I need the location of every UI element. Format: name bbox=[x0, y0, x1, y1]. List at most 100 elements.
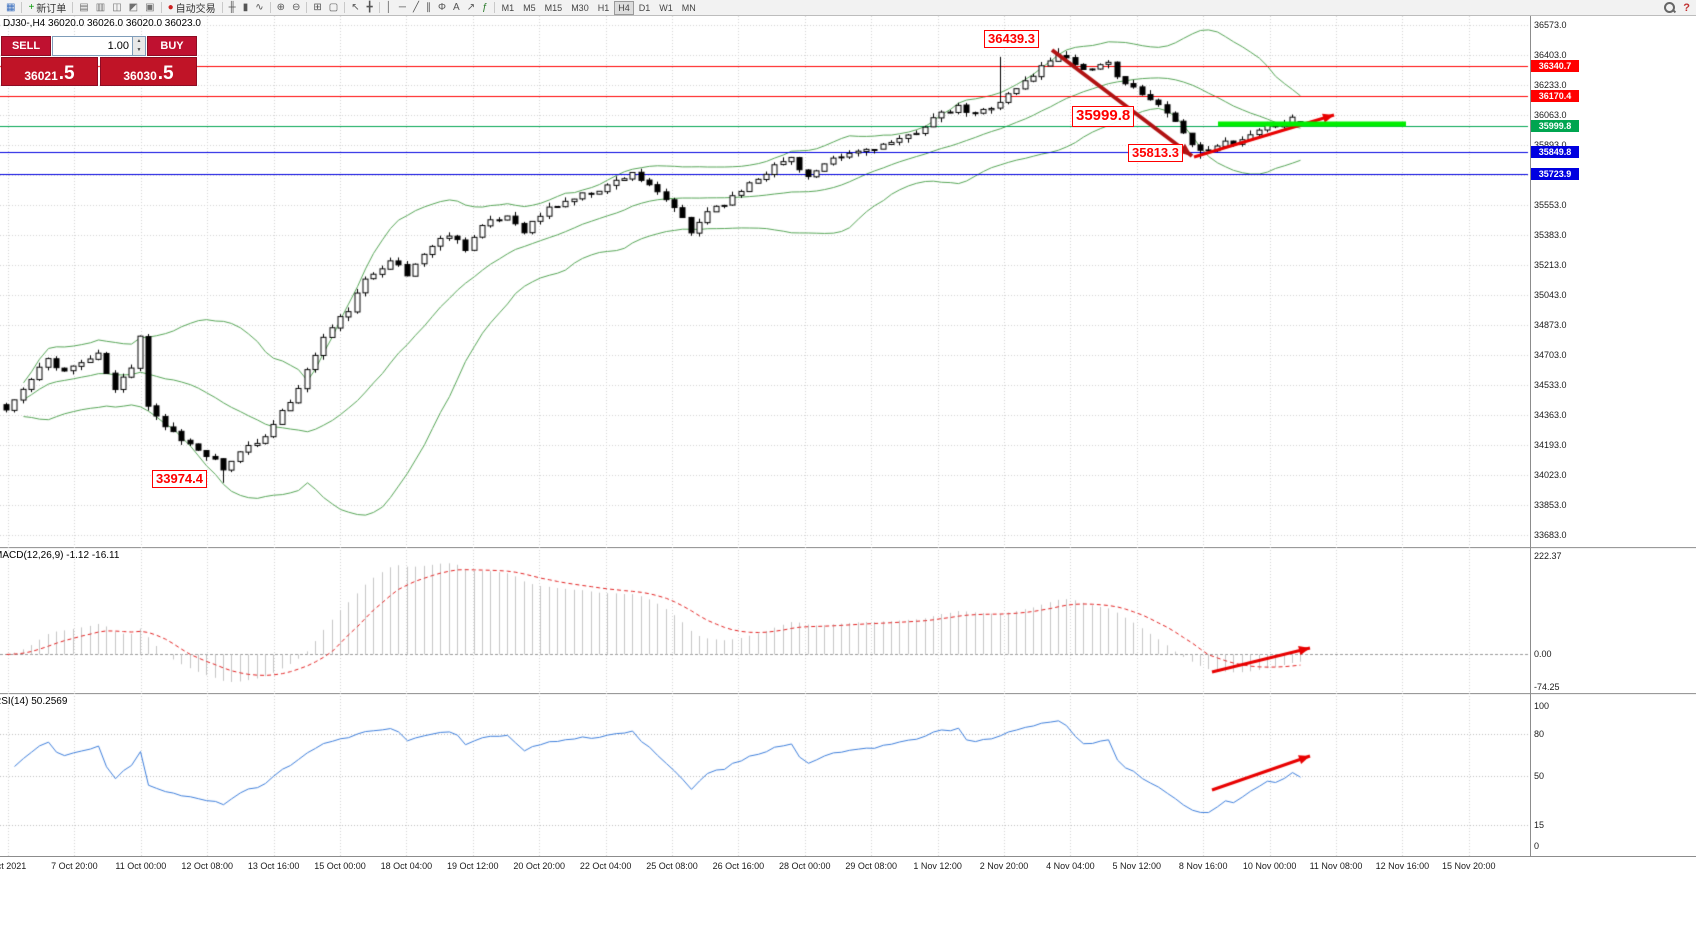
time-axis-label: 5 Nov 12:00 bbox=[1112, 861, 1162, 871]
time-axis-label: 22 Oct 04:00 bbox=[579, 861, 632, 871]
timeframe-m5[interactable]: M5 bbox=[519, 1, 540, 15]
charts-icon: ▤ bbox=[79, 1, 89, 13]
market-watch-button[interactable]: ◫ bbox=[109, 1, 124, 15]
time-axis-label: 25 Oct 08:00 bbox=[646, 861, 698, 871]
price-axis-label: 35043.0 bbox=[1534, 289, 1567, 300]
buy-button[interactable]: BUY bbox=[147, 36, 197, 56]
sell-price-button[interactable]: 36021 .5 bbox=[1, 57, 98, 86]
horizontal-line-icon: ─ bbox=[398, 1, 406, 13]
tile-windows-icon: ⊞ bbox=[313, 1, 322, 13]
timeframe-w1[interactable]: W1 bbox=[655, 1, 677, 15]
timeframe-m1[interactable]: M1 bbox=[498, 1, 519, 15]
rsi-axis-label: 50 bbox=[1534, 771, 1545, 782]
time-axis-label: 15 Nov 20:00 bbox=[1442, 861, 1496, 871]
autotrading-button[interactable]: ● 自动交易 bbox=[165, 1, 219, 15]
new-chart-button[interactable]: ▦ bbox=[3, 1, 18, 15]
volume-input[interactable] bbox=[53, 37, 132, 55]
horizontal-line-button[interactable]: ─ bbox=[396, 1, 409, 15]
annotation-october-low[interactable]: 33974.4 bbox=[152, 470, 207, 489]
cursor-button[interactable]: ↖ bbox=[348, 1, 362, 15]
time-axis-label: 29 Oct 08:00 bbox=[845, 861, 897, 871]
indicators-button[interactable]: ƒ bbox=[479, 1, 491, 15]
candles-chart-button[interactable]: ▮ bbox=[240, 1, 252, 15]
buy-price-button[interactable]: 36030 .5 bbox=[100, 57, 197, 86]
price-axis-label: 34363.0 bbox=[1534, 409, 1567, 420]
macd-panel-canvas[interactable] bbox=[0, 547, 1696, 693]
toolbar-separator bbox=[160, 2, 162, 13]
fibonacci-button[interactable]: Φ bbox=[435, 1, 449, 15]
time-axis-label: 18 Oct 04:00 bbox=[380, 861, 433, 871]
text-button[interactable]: A bbox=[450, 1, 463, 15]
time-axis-label: 13 Oct 16:00 bbox=[247, 861, 300, 871]
price-line-tag: 35723.9 bbox=[1531, 168, 1579, 181]
price-chart-canvas[interactable] bbox=[0, 16, 1696, 547]
price-line-tag: 36170.4 bbox=[1531, 89, 1579, 102]
price-axis-label: 36403.0 bbox=[1534, 49, 1567, 60]
volume-up-icon[interactable]: ▲ bbox=[133, 37, 145, 46]
cascade-windows-button[interactable]: ▢ bbox=[326, 1, 341, 15]
volume-box: ▲ ▼ bbox=[52, 36, 146, 56]
help-button[interactable]: ? bbox=[1680, 1, 1693, 15]
zoom-out-button[interactable]: ⊖ bbox=[289, 1, 303, 15]
equidistant-channel-button[interactable]: ∥ bbox=[423, 1, 434, 15]
rsi-axis-label: 15 bbox=[1534, 820, 1545, 831]
sell-button[interactable]: SELL bbox=[1, 36, 51, 56]
price-axis-label: 33853.0 bbox=[1534, 499, 1567, 510]
crosshair-button[interactable]: ╋ bbox=[364, 1, 376, 15]
toolbar: ▦ + 新订单 ▤ ▥ ◫ ◩ ▣ ● 自动交易 ╫ ▮ ∿ ⊕ ⊖ ⊞ ▢ ↖ ╋ │ ─ ╱ ∥ Φ A ↗ ƒ M1 M5 M15 M… bbox=[0, 0, 1696, 16]
bars-chart-button[interactable]: ╫ bbox=[226, 1, 239, 15]
time-axis-label: 28 Oct 00:00 bbox=[779, 861, 831, 871]
timeframe-d1[interactable]: D1 bbox=[635, 1, 655, 15]
time-axis-label: 10 Nov 00:00 bbox=[1242, 861, 1297, 871]
help-icon: ? bbox=[1683, 1, 1690, 14]
terminal-icon: ▣ bbox=[145, 1, 155, 13]
annotation-pivot[interactable]: 35999.8 bbox=[1072, 106, 1135, 127]
macd-axis-label: 0.00 bbox=[1534, 649, 1552, 660]
buy-price-frac: .5 bbox=[157, 63, 174, 84]
crosshair-icon: ╋ bbox=[366, 1, 373, 13]
rsi-axis-label: 80 bbox=[1534, 728, 1545, 739]
time-axis-label: 12 Nov 16:00 bbox=[1375, 861, 1430, 871]
timeframe-mn[interactable]: MN bbox=[678, 1, 700, 15]
trendline-button[interactable]: ╱ bbox=[410, 1, 422, 15]
price-line-tag: 35999.8 bbox=[1531, 119, 1579, 132]
annotation-swing-low[interactable]: 35813.3 bbox=[1128, 144, 1183, 163]
price-axis-separator bbox=[1530, 16, 1531, 874]
profiles-button[interactable]: ▥ bbox=[93, 1, 108, 15]
price-axis-label: 34873.0 bbox=[1534, 319, 1567, 330]
time-axis-label: 11 Oct 00:00 bbox=[115, 861, 167, 871]
vertical-line-button[interactable]: │ bbox=[383, 1, 395, 15]
toolbar-separator bbox=[378, 2, 380, 13]
timeframe-h1[interactable]: H1 bbox=[594, 1, 614, 15]
charts-button[interactable]: ▤ bbox=[76, 1, 91, 15]
zoom-in-button[interactable]: ⊕ bbox=[274, 1, 288, 15]
equidistant-channel-icon: ∥ bbox=[426, 1, 432, 13]
search-button[interactable] bbox=[1660, 1, 1679, 15]
volume-down-icon[interactable]: ▼ bbox=[133, 46, 145, 55]
time-axis-label: 20 Oct 20:00 bbox=[513, 861, 565, 871]
timeframe-m30[interactable]: M30 bbox=[567, 1, 593, 15]
price-axis-label: 35383.0 bbox=[1534, 229, 1567, 240]
price-line-tag: 35849.8 bbox=[1531, 146, 1579, 159]
one-click-trading-panel: SELL ▲ ▼ BUY 36021 .5 36030 .5 bbox=[1, 36, 197, 86]
toolbar-separator bbox=[306, 2, 308, 13]
timeframe-h4[interactable]: H4 bbox=[614, 0, 634, 15]
rsi-panel-canvas[interactable] bbox=[0, 693, 1696, 856]
navigator-icon: ◩ bbox=[128, 1, 139, 13]
toolbar-separator bbox=[72, 2, 74, 13]
terminal-button[interactable]: ▣ bbox=[142, 1, 157, 15]
price-axis-label: 36573.0 bbox=[1534, 19, 1567, 30]
zoom-out-icon: ⊖ bbox=[292, 1, 301, 13]
time-axis-label: 1 Nov 12:00 bbox=[913, 861, 962, 871]
arrows-button[interactable]: ↗ bbox=[464, 1, 478, 15]
chart-ohlc-title: DJ30-,H4 36020.0 36026.0 36020.0 36023.0 bbox=[3, 18, 201, 29]
tile-windows-button[interactable]: ⊞ bbox=[310, 1, 324, 15]
time-axis[interactable]: Oct 2021 7 Oct 20:00 11 Oct 00:00 12 Oct 08… bbox=[0, 856, 1696, 874]
line-chart-button[interactable]: ∿ bbox=[252, 1, 266, 15]
annotation-swing-high[interactable]: 36439.3 bbox=[984, 30, 1039, 49]
navigator-button[interactable]: ◩ bbox=[126, 1, 141, 15]
timeframe-m15[interactable]: M15 bbox=[541, 1, 567, 15]
time-axis-label: 2 Nov 20:00 bbox=[979, 861, 1029, 871]
toolbar-separator bbox=[21, 2, 23, 13]
new-order-button[interactable]: + 新订单 bbox=[25, 1, 69, 15]
